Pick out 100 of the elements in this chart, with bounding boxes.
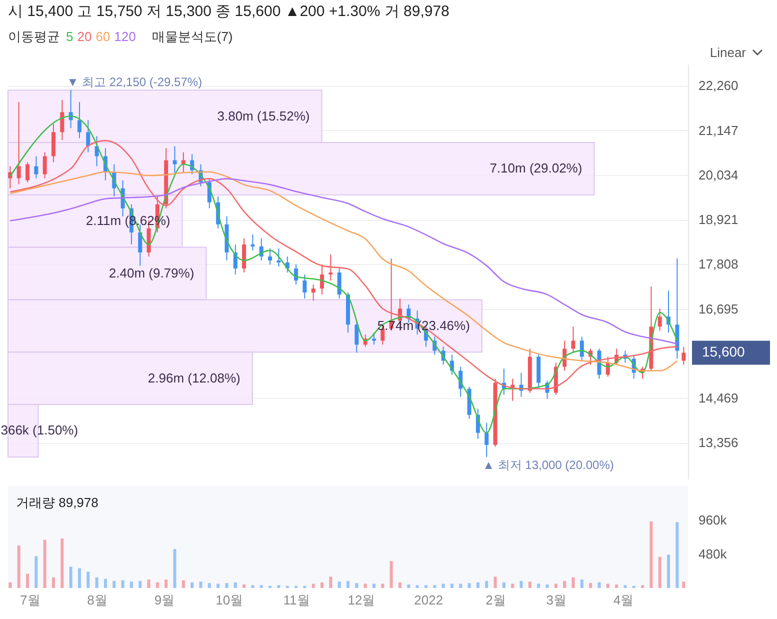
text: 거래량 89,978 — [16, 495, 98, 510]
bar — [450, 584, 454, 588]
chart-title: 시 15,400 고 15,750 저 15,300 종 15,600 ▲200 +1.30% 거 89,978 — [8, 2, 450, 21]
bar — [364, 584, 367, 588]
bar — [372, 584, 376, 588]
bar — [199, 582, 202, 588]
bar — [554, 584, 558, 588]
bar — [407, 584, 410, 588]
bar — [164, 580, 168, 588]
x-tick-label: 12월 — [348, 592, 376, 608]
y-tick-label: 14,469 — [698, 390, 738, 406]
bar — [502, 582, 506, 588]
bar — [459, 584, 462, 588]
bar — [476, 582, 480, 588]
candlestick — [16, 102, 21, 185]
y-tick-label: 20,034 — [698, 167, 738, 182]
bar — [433, 585, 436, 588]
bar — [589, 583, 592, 588]
bar — [658, 556, 662, 588]
bar — [95, 577, 98, 588]
text: 5 — [66, 29, 74, 44]
bar — [17, 546, 20, 588]
candlestick — [320, 264, 324, 296]
bar — [260, 585, 263, 588]
bar — [34, 556, 38, 588]
x-tick-label: 8월 — [87, 592, 108, 608]
bar — [494, 576, 497, 588]
bar — [43, 540, 46, 588]
bar — [320, 582, 324, 588]
text: 120 — [114, 29, 136, 44]
bar — [78, 568, 81, 588]
candlestick — [250, 234, 255, 251]
bar — [242, 584, 246, 588]
candlestick — [42, 152, 47, 179]
text: 15,600 — [702, 344, 746, 360]
bar — [346, 580, 350, 588]
bar — [312, 584, 315, 588]
legend-title: 이동평균 — [8, 29, 60, 44]
x-tick-label: 7월 — [20, 592, 40, 608]
bar — [26, 574, 29, 588]
x-tick-label: 10월 — [216, 592, 244, 608]
bar — [528, 582, 532, 588]
candlestick — [25, 162, 30, 183]
x-tick-label: 2022 — [414, 592, 444, 608]
candlestick — [372, 332, 376, 346]
bar — [277, 585, 280, 588]
y-tick-label: 13,356 — [698, 435, 738, 450]
bar — [190, 582, 194, 588]
text: Linear — [710, 45, 746, 60]
bar — [390, 561, 393, 588]
bar — [338, 582, 341, 588]
bar — [52, 577, 55, 588]
data-label: 7.10m (29.02%) — [490, 160, 582, 176]
bar — [138, 580, 142, 588]
candlestick — [328, 254, 333, 282]
bar — [667, 554, 670, 588]
bar — [355, 583, 358, 588]
y-tick-label: 22,260 — [698, 78, 738, 94]
candlestick — [484, 422, 489, 458]
bar — [147, 580, 150, 588]
bar — [112, 580, 116, 588]
candlestick — [190, 154, 194, 175]
y-tick-label: 16,695 — [698, 301, 738, 316]
data-label: 366k (1.50%) — [0, 422, 78, 438]
bar — [329, 576, 332, 588]
bar — [676, 522, 679, 588]
bar — [650, 521, 653, 588]
candlestick — [60, 100, 64, 141]
bar — [69, 566, 72, 588]
candlestick — [354, 320, 359, 354]
text: 매물분석도(7) — [152, 29, 233, 44]
bar — [398, 582, 402, 588]
annotation: ▲ 최저 13,000 (20.00%) — [482, 458, 614, 472]
bar — [580, 580, 584, 588]
candlestick — [580, 336, 584, 362]
x-tick-label: 3월 — [546, 592, 567, 608]
candlestick — [181, 152, 186, 173]
candlestick — [268, 248, 272, 265]
bar — [121, 580, 124, 588]
bar — [442, 584, 445, 588]
bar — [156, 582, 159, 588]
bar — [208, 583, 211, 588]
bar — [130, 582, 133, 588]
x-tick-label: 2월 — [486, 592, 506, 608]
candlestick — [302, 274, 307, 300]
data-label: 2.40m (9.79%) — [108, 266, 194, 281]
bar — [606, 584, 610, 588]
bar — [485, 580, 488, 588]
candlestick — [34, 156, 38, 179]
candlestick — [682, 346, 686, 366]
bar — [546, 584, 549, 588]
candlestick — [276, 248, 281, 267]
candlestick — [172, 146, 177, 175]
bar — [537, 584, 540, 588]
bar — [86, 572, 90, 588]
y-tick-label: 17,808 — [698, 256, 738, 272]
candlestick — [311, 284, 316, 302]
bar — [216, 584, 220, 588]
y-tick-label: 21,147 — [698, 122, 738, 138]
bar — [182, 580, 185, 588]
